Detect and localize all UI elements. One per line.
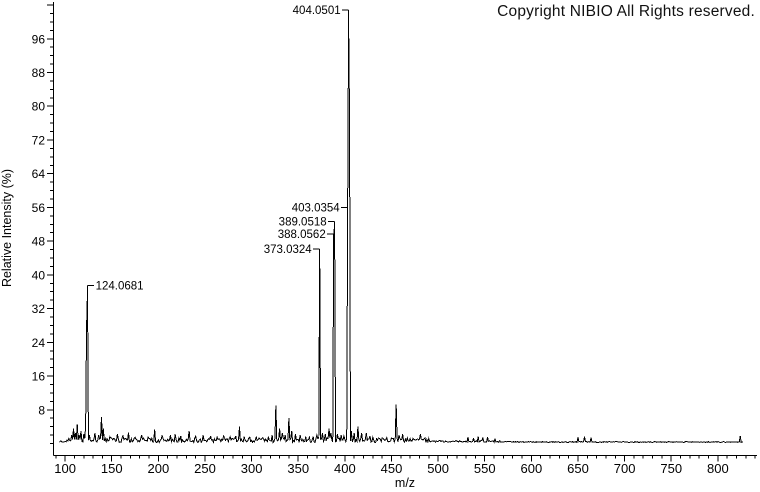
y-axis-title: Relative Intensity (%) — [0, 169, 14, 287]
y-tick-label: 80 — [32, 100, 46, 114]
y-tick-label: 8 — [38, 403, 45, 417]
y-tick-label: 32 — [32, 302, 46, 316]
peak-label: 124.0681 — [96, 281, 144, 293]
y-tick-label: 16 — [32, 370, 46, 384]
peak-label: 404.0501 — [293, 5, 341, 17]
peak-label: 389.0518 — [279, 216, 327, 228]
x-tick-label: 350 — [287, 461, 309, 476]
x-tick-label: 200 — [148, 461, 170, 476]
peak-label: 373.0324 — [264, 244, 313, 256]
peak-annotation: 388.0562 — [278, 229, 335, 241]
y-tick-label: 56 — [32, 201, 46, 215]
x-tick-label: 800 — [707, 461, 729, 476]
x-tick-label: 300 — [241, 461, 263, 476]
y-tick-label: 88 — [32, 66, 46, 80]
peak-annotation: 404.0501 — [293, 5, 350, 22]
peak-annotation: 403.0354 — [292, 203, 349, 215]
peak-annotation: 373.0324 — [264, 244, 321, 256]
spectrum — [59, 21, 744, 444]
x-tick-label: 150 — [101, 461, 123, 476]
peak-label: 388.0562 — [278, 229, 326, 241]
y-tick-label: 40 — [32, 268, 46, 282]
peak-labels: 124.0681 373.0324 388.0562389.0518403.0354… — [87, 5, 350, 293]
x-tick-label: 750 — [660, 461, 682, 476]
x-tick-label: 100 — [54, 461, 76, 476]
copyright-text: Copyright NIBIO All Rights reserved. — [497, 3, 755, 20]
x-tick-label: 500 — [427, 461, 449, 476]
spectrum-line — [59, 21, 744, 444]
x-tick-label: 600 — [520, 461, 542, 476]
y-tick-label: 48 — [32, 235, 46, 249]
y-tick-label: 72 — [32, 133, 46, 147]
x-tick-label: 450 — [381, 461, 403, 476]
x-tick-label: 650 — [567, 461, 589, 476]
x-axis-title: m/z — [395, 476, 415, 490]
x-tick-label: 550 — [474, 461, 496, 476]
y-tick-label: 64 — [32, 167, 46, 181]
peak-label: 403.0354 — [292, 203, 341, 215]
axes: 100 150 200 250 300 350 400 450 500 550 600 650 700 7… — [32, 2, 757, 476]
y-tick-label: 96 — [32, 32, 46, 46]
peak-annotation: 124.0681 — [87, 281, 144, 293]
x-tick-label: 250 — [194, 461, 216, 476]
x-tick-label: 700 — [614, 461, 636, 476]
y-tick-label: 24 — [32, 336, 46, 350]
x-tick-label: 400 — [334, 461, 356, 476]
peak-annotation: 389.0518 — [279, 216, 336, 228]
